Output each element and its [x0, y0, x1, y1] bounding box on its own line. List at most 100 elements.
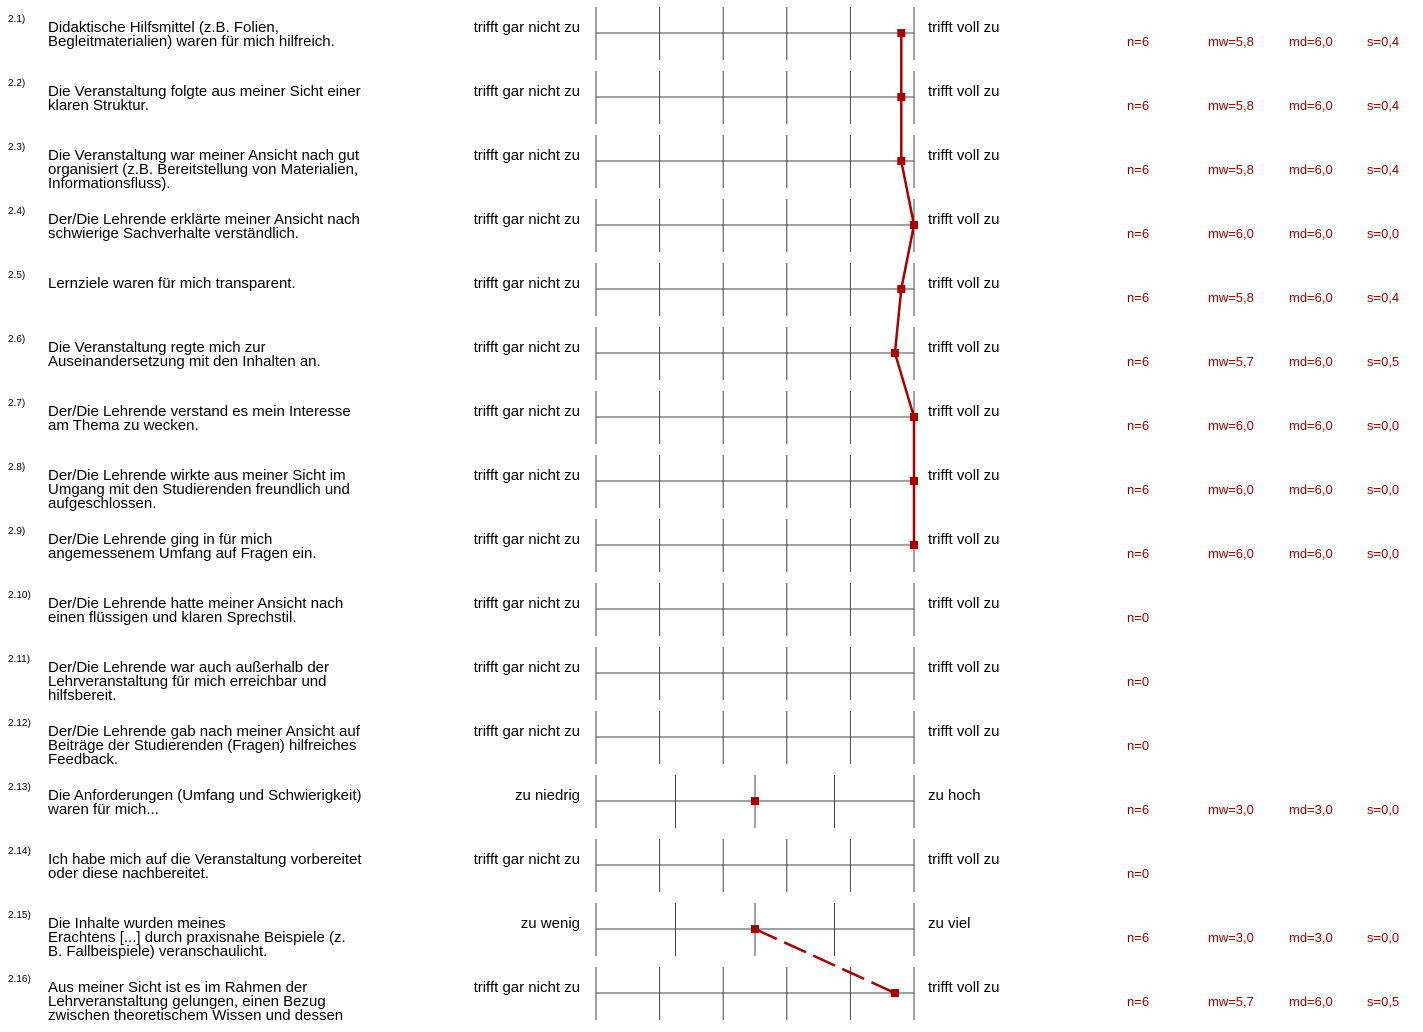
item-right-label: trifft voll zu: [928, 659, 999, 676]
profile-marker: [910, 221, 918, 229]
profile-marker: [890, 989, 899, 997]
item-number: 2.2): [8, 78, 25, 89]
item-question-line: Erachtens [...] durch praxisnahe Beispie…: [48, 929, 346, 946]
profile-marker: [897, 29, 906, 37]
item-question-line: Begleitmaterialien) waren für mich hilfr…: [48, 33, 335, 50]
item-right-label: trifft voll zu: [928, 851, 999, 868]
profile-marker: [751, 925, 759, 933]
item-left-label: trifft gar nicht zu: [474, 595, 580, 612]
item-question-line: Lehrveranstaltung gelungen, einen Bezug: [48, 993, 326, 1010]
stat-median: md=6,0: [1289, 290, 1333, 305]
stat-mean: mw=5,8: [1208, 290, 1254, 305]
item-question-line: angemessenem Umfang auf Fragen ein.: [48, 545, 316, 562]
item-left-label: trifft gar nicht zu: [474, 19, 580, 36]
stat-sd: s=0,4: [1367, 162, 1399, 177]
item-right-label: trifft voll zu: [928, 147, 999, 164]
item-right-label: trifft voll zu: [928, 979, 999, 996]
item-number: 2.4): [8, 206, 25, 217]
stat-mean: mw=6,0: [1208, 226, 1254, 241]
item-left-label: trifft gar nicht zu: [474, 275, 580, 292]
stat-mean: mw=3,0: [1208, 930, 1254, 945]
item-question-line: Lehrveranstaltung für mich erreichbar un…: [48, 673, 326, 690]
item-question-line: Informationsfluss).: [48, 175, 171, 192]
item-question-line: Der/Die Lehrende gab nach meiner Ansicht…: [48, 723, 361, 740]
stat-mean: mw=5,8: [1208, 98, 1254, 113]
stat-mean: mw=5,8: [1208, 34, 1254, 49]
stat-median: md=6,0: [1289, 34, 1333, 49]
stat-n: n=6: [1127, 482, 1149, 497]
stat-n: n=6: [1127, 290, 1149, 305]
item-left-label: zu niedrig: [515, 787, 580, 804]
stat-sd: s=0,0: [1367, 546, 1399, 561]
stat-sd: s=0,4: [1367, 290, 1399, 305]
item-right-label: zu viel: [928, 915, 971, 932]
item-left-label: trifft gar nicht zu: [474, 339, 580, 356]
item-number: 2.11): [8, 654, 30, 665]
stat-n: n=6: [1127, 162, 1149, 177]
item-left-label: trifft gar nicht zu: [474, 147, 580, 164]
item-question-line: Der/Die Lehrende wirkte aus meiner Sicht…: [48, 467, 346, 484]
profile-marker: [910, 477, 918, 485]
stat-mean: mw=6,0: [1208, 546, 1254, 561]
stat-median: md=6,0: [1289, 226, 1333, 241]
stat-median: md=3,0: [1289, 802, 1333, 817]
profile-marker: [910, 413, 918, 421]
stat-n: n=0: [1127, 866, 1149, 881]
stat-median: md=6,0: [1289, 546, 1333, 561]
item-number: 2.8): [8, 462, 25, 473]
item-question-line: Der/Die Lehrende ging in für mich: [48, 531, 272, 548]
profile-marker: [897, 157, 906, 165]
item-number: 2.1): [8, 14, 25, 25]
stat-median: md=6,0: [1289, 994, 1333, 1009]
item-number: 2.16): [8, 974, 31, 985]
item-number: 2.6): [8, 334, 25, 345]
item-question-line: Auseinandersetzung mit den Inhalten an.: [48, 353, 321, 370]
item-left-label: trifft gar nicht zu: [474, 403, 580, 420]
stat-n: n=0: [1127, 738, 1149, 753]
item-right-label: trifft voll zu: [928, 467, 999, 484]
item-question-line: einen flüssigen und klaren Sprechstil.: [48, 609, 296, 626]
item-question-line: Die Inhalte wurden meines: [48, 915, 226, 932]
item-number: 2.12): [8, 718, 31, 729]
item-question-line: Didaktische Hilfsmittel (z.B. Folien,: [48, 19, 279, 36]
item-right-label: trifft voll zu: [928, 19, 999, 36]
item-right-label: zu hoch: [928, 787, 981, 804]
stat-n: n=6: [1127, 226, 1149, 241]
item-question-line: Die Veranstaltung war meiner Ansicht nac…: [48, 147, 360, 164]
profile-line-segment: [900, 224, 916, 290]
stat-n: n=6: [1127, 34, 1149, 49]
item-question-line: am Thema zu wecken.: [48, 417, 199, 434]
item-left-label: trifft gar nicht zu: [474, 979, 580, 996]
item-question-line: Die Veranstaltung folgte aus meiner Sich…: [48, 83, 361, 100]
item-question-line: hilfsbereit.: [48, 687, 116, 704]
item-question-line: Aus meiner Sicht ist es im Rahmen der: [48, 979, 307, 996]
item-number: 2.14): [8, 846, 31, 857]
item-question-line: waren für mich...: [47, 801, 159, 818]
stat-sd: s=0,4: [1367, 98, 1399, 113]
profile-line-segment: [893, 352, 916, 418]
stat-sd: s=0,0: [1367, 802, 1399, 817]
item-number: 2.13): [8, 782, 31, 793]
item-question-line: Der/Die Lehrende hatte meiner Ansicht na…: [48, 595, 343, 612]
stat-mean: mw=6,0: [1208, 418, 1254, 433]
stat-n: n=6: [1127, 354, 1149, 369]
profile-marker: [751, 797, 759, 805]
stat-n: n=0: [1127, 610, 1149, 625]
stat-sd: s=0,0: [1367, 482, 1399, 497]
profile-marker: [890, 349, 899, 357]
stat-median: md=6,0: [1289, 482, 1333, 497]
item-right-label: trifft voll zu: [928, 275, 999, 292]
item-right-label: trifft voll zu: [928, 723, 999, 740]
item-question-line: zwischen theoretischem Wissen und dessen: [48, 1007, 343, 1024]
stat-n: n=0: [1127, 674, 1149, 689]
item-left-label: trifft gar nicht zu: [474, 467, 580, 484]
item-left-label: zu wenig: [521, 915, 580, 932]
item-left-label: trifft gar nicht zu: [474, 531, 580, 548]
item-right-label: trifft voll zu: [928, 595, 999, 612]
item-right-label: trifft voll zu: [928, 339, 999, 356]
stat-median: md=6,0: [1289, 354, 1333, 369]
item-question-line: Der/Die Lehrende erklärte meiner Ansicht…: [48, 211, 360, 228]
item-number: 2.7): [8, 398, 25, 409]
stat-median: md=6,0: [1289, 418, 1333, 433]
